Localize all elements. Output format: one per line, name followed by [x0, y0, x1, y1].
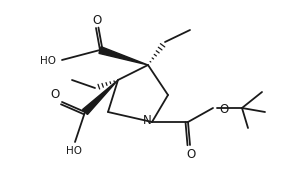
Polygon shape — [99, 47, 148, 65]
Polygon shape — [83, 80, 118, 114]
Text: O: O — [50, 88, 60, 100]
Text: O: O — [219, 102, 228, 116]
Text: HO: HO — [66, 146, 82, 156]
Text: O: O — [186, 148, 196, 160]
Text: N: N — [143, 114, 151, 126]
Text: HO: HO — [40, 56, 56, 66]
Text: O: O — [92, 13, 102, 27]
